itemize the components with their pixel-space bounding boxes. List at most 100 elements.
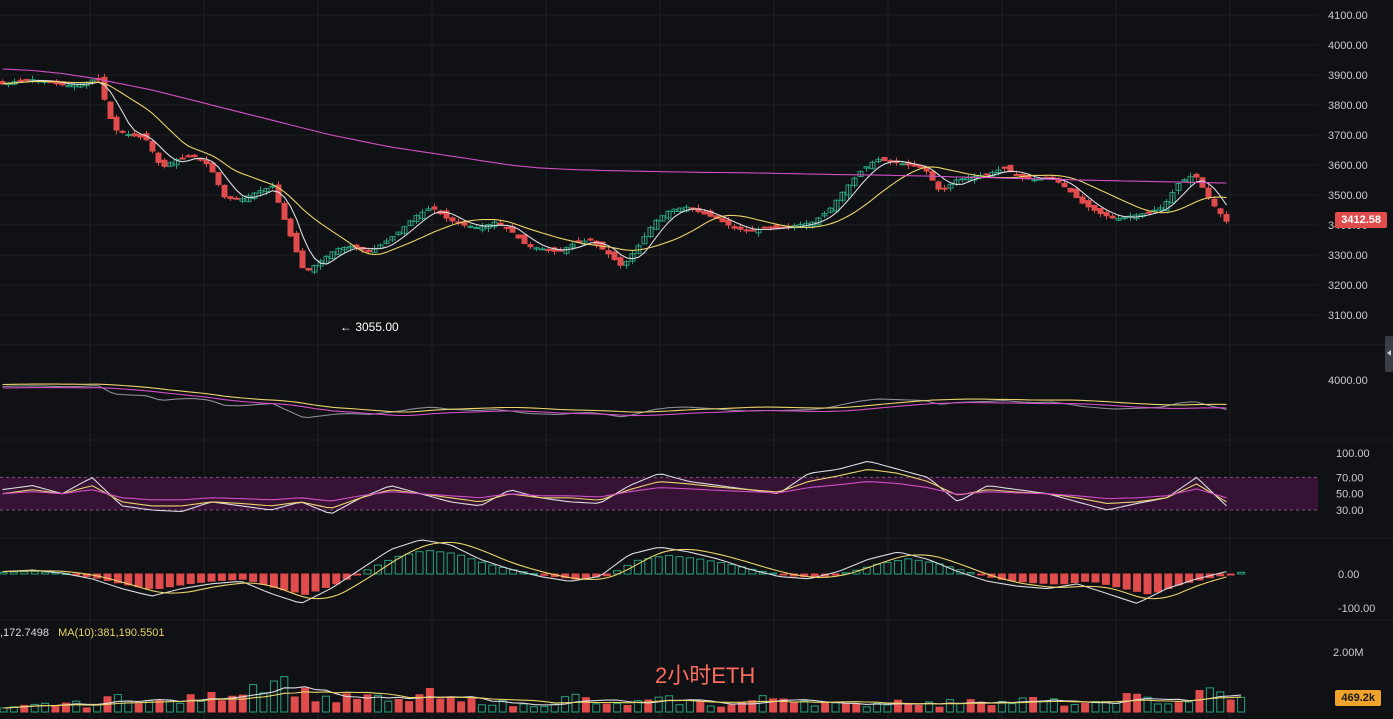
macd-histogram-bar [186, 573, 195, 585]
candle [941, 187, 948, 190]
volume-bar [789, 702, 798, 713]
candle [107, 101, 114, 119]
macd-histogram-bar [966, 572, 975, 575]
macd-histogram-bar [1216, 573, 1225, 577]
candle [161, 159, 168, 167]
candle [587, 238, 594, 241]
macd-histogram-bar [134, 573, 143, 588]
volume-bar [1133, 693, 1142, 713]
macd-histogram-bar [1008, 573, 1017, 582]
candle [521, 234, 528, 245]
candle [245, 195, 252, 203]
volume-bar [581, 697, 590, 713]
volume-bar [1081, 702, 1090, 713]
candle [947, 183, 954, 189]
candle [65, 84, 72, 88]
candle [1205, 187, 1212, 198]
volume-bar [685, 699, 694, 713]
macd-histogram-bar [259, 573, 268, 585]
macd-histogram-bar [165, 573, 174, 588]
volume-bar [207, 692, 216, 713]
ma10-readout: MA(10):381,190.5501 [58, 627, 165, 639]
candle [881, 156, 888, 161]
volume-bar [529, 706, 538, 713]
volume-bar [571, 693, 580, 713]
candle [659, 215, 666, 222]
rsi-tick-label: 30.00 [1336, 505, 1364, 517]
volume-bar [467, 698, 476, 713]
macd-histogram-bar [363, 569, 372, 575]
volume-bar [498, 699, 507, 713]
macd-histogram-bar [581, 573, 590, 579]
candle [839, 191, 846, 201]
volume-bar [540, 706, 549, 713]
volume-bar [623, 705, 632, 713]
candle [1013, 173, 1020, 176]
candle [515, 234, 522, 239]
candle [179, 157, 186, 160]
volume-bar [446, 696, 455, 713]
candle [767, 226, 774, 229]
candle [293, 232, 300, 253]
volume-bar [550, 703, 559, 713]
volume-bar [217, 700, 226, 713]
macd-histogram-bar [997, 573, 1006, 580]
volume-bar [332, 702, 341, 713]
macd-histogram-bar [155, 573, 164, 589]
rsi-signal-line [2, 469, 1227, 509]
candle [1001, 166, 1008, 169]
collapse-handle-icon[interactable] [1385, 336, 1393, 372]
candle [1115, 217, 1122, 221]
candle [125, 134, 132, 137]
candle [149, 140, 156, 152]
volume-bar [93, 704, 102, 713]
macd-histogram-bar [477, 561, 486, 575]
volume-bar [1122, 693, 1131, 713]
volume-bar [41, 702, 50, 713]
price-tick-label: 3200.00 [1328, 280, 1368, 292]
volume-bar [1153, 703, 1162, 713]
volume-bar [20, 704, 29, 713]
macd-histogram-bar [384, 559, 393, 575]
candle [191, 154, 198, 158]
candle [539, 248, 546, 251]
candle [1097, 207, 1104, 214]
candle [407, 220, 414, 227]
rsi-tick-label: 100.00 [1336, 448, 1370, 460]
macd-histogram-bar [1101, 573, 1110, 585]
candle [569, 243, 576, 248]
candle [503, 226, 510, 229]
macd-histogram-bar [436, 551, 445, 575]
candle [299, 250, 306, 269]
macd-histogram-bar [1091, 573, 1100, 583]
candle [863, 166, 870, 169]
candle [665, 210, 672, 219]
macd-histogram-bar [145, 573, 154, 589]
candle [545, 248, 552, 251]
macd-histogram-bar [467, 558, 476, 575]
macd-histogram-bar [113, 573, 122, 584]
macd-histogram-bar [217, 573, 226, 581]
macd-histogram-bar [862, 566, 871, 575]
volume-bar [290, 696, 299, 713]
price-tick-label: 3800.00 [1328, 100, 1368, 112]
macd-histogram-bar [446, 552, 455, 575]
volume-bar [966, 699, 975, 713]
volume-bar [758, 695, 767, 713]
volume-bar [61, 702, 70, 713]
macd-histogram-bar [1070, 573, 1079, 584]
candle [737, 226, 744, 230]
secondary-price-line [2, 385, 1227, 419]
candle [131, 133, 138, 137]
macd-histogram-bar [405, 553, 414, 575]
candle [239, 198, 246, 202]
candle [311, 264, 318, 273]
macd-histogram-bar [1112, 573, 1121, 588]
volume-bar [904, 703, 913, 713]
volume-bar [1039, 700, 1048, 713]
candle [341, 246, 348, 251]
macd-histogram-bar [540, 573, 549, 576]
candle [413, 215, 420, 222]
candle [17, 79, 24, 82]
